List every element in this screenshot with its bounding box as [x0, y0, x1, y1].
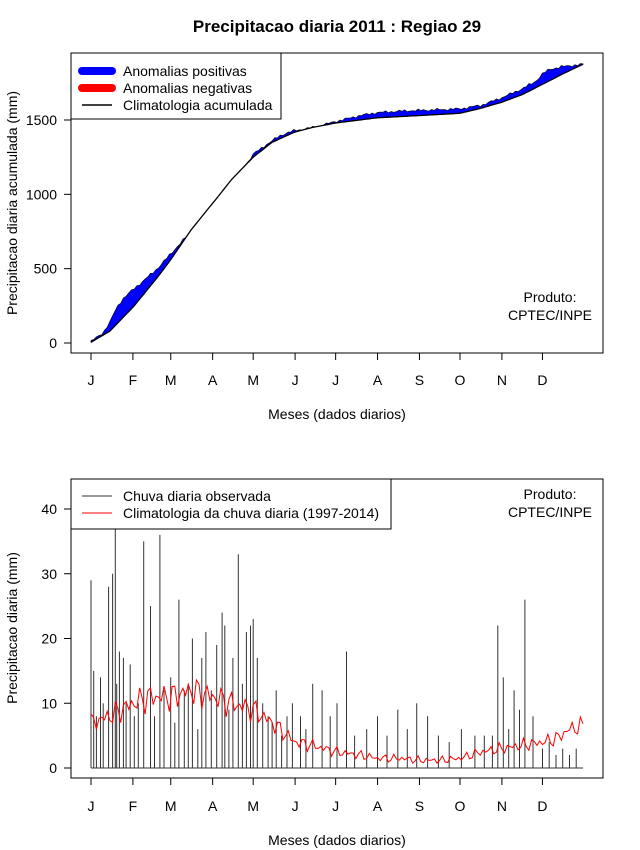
legend-box — [70, 478, 392, 530]
x-tick-label: J — [332, 798, 339, 814]
legend-label-negative: Anomalias negativas — [123, 80, 252, 96]
x-tick-label: J — [292, 798, 299, 814]
x-tick-label: S — [415, 372, 424, 388]
x-tick-label: A — [373, 798, 383, 814]
panel-daily: J F M A M J J A S O N D 0 10 20 30 40 Meses (dados diar… — [4, 478, 604, 848]
x-tick-label: J — [292, 372, 299, 388]
x-tick-label: A — [208, 372, 218, 388]
daily-climatology-line — [90, 678, 584, 765]
daily-plot-area — [90, 528, 584, 769]
y-tick-label: 0 — [49, 335, 57, 351]
x-tick-label: N — [497, 798, 507, 814]
cumulative-x-axis-label: Meses (dados diarios) — [268, 406, 406, 422]
climatology-cumulative-line — [90, 63, 584, 343]
legend-label-daily-climatology: Climatologia da chuva diaria (1997-2014) — [123, 505, 379, 521]
y-tick-label: 1500 — [26, 112, 57, 128]
x-tick-label: N — [497, 372, 507, 388]
x-tick-label: M — [165, 798, 177, 814]
x-tick-label: S — [415, 798, 424, 814]
legend-label-positive: Anomalias positivas — [123, 63, 247, 79]
x-tick-label: J — [88, 798, 95, 814]
x-tick-label: O — [455, 798, 466, 814]
x-tick-label: D — [537, 798, 547, 814]
y-tick-label: 30 — [41, 566, 57, 582]
product-note-line1: Produto: — [524, 486, 577, 502]
daily-x-axis-label: Meses (dados diarios) — [268, 832, 406, 848]
x-tick-label: J — [332, 372, 339, 388]
panel-cumulative: J F M A M J J A S O N D 0 500 1000 1500 Meses (dados d… — [4, 52, 604, 422]
cumulative-y-axis-label: Precipitacao diaria acumulada (mm) — [4, 91, 20, 315]
x-tick-label: M — [247, 372, 259, 388]
x-tick-label: J — [88, 372, 95, 388]
x-tick-label: A — [208, 798, 218, 814]
cumulative-legend: Anomalias positivas Anomalias negativas … — [70, 52, 282, 120]
chart-title: Precipitacao diaria 2011 : Regiao 29 — [193, 17, 481, 36]
daily-y-axis-label: Precipitacao diaria (mm) — [4, 552, 20, 704]
product-note-line2: CPTEC/INPE — [508, 307, 592, 323]
daily-legend: Chuva diaria observada Climatologia da c… — [70, 478, 392, 530]
legend-label-climatology: Climatologia acumulada — [123, 97, 273, 113]
daily-y-axis: 0 10 20 30 40 — [41, 501, 72, 776]
y-tick-label: 20 — [41, 631, 57, 647]
y-tick-label: 40 — [41, 501, 57, 517]
x-tick-label: M — [165, 372, 177, 388]
x-tick-label: F — [129, 372, 138, 388]
x-tick-label: D — [537, 372, 547, 388]
y-tick-label: 0 — [49, 760, 57, 776]
x-tick-label: F — [129, 798, 138, 814]
y-tick-label: 10 — [41, 695, 57, 711]
legend-label-observed: Chuva diaria observada — [123, 488, 271, 504]
cumulative-plot-area — [90, 63, 584, 343]
x-tick-label: M — [247, 798, 259, 814]
product-note-line2: CPTEC/INPE — [508, 504, 592, 520]
product-note-line1: Produto: — [524, 289, 577, 305]
x-tick-label: O — [455, 372, 466, 388]
x-tick-label: A — [373, 372, 383, 388]
cumulative-y-axis: 0 500 1000 1500 — [26, 112, 72, 351]
y-tick-label: 1000 — [26, 186, 57, 202]
y-tick-label: 500 — [34, 261, 58, 277]
